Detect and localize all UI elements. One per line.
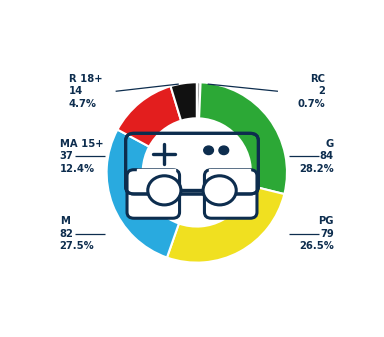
Wedge shape xyxy=(118,86,181,147)
Bar xyxy=(137,168,175,187)
Text: R 18+
14
4.7%: R 18+ 14 4.7% xyxy=(69,74,102,109)
Text: MA 15+
37
12.4%: MA 15+ 37 12.4% xyxy=(60,139,103,174)
Wedge shape xyxy=(107,129,179,257)
Text: M
82
27.5%: M 82 27.5% xyxy=(60,216,94,251)
Circle shape xyxy=(219,146,228,155)
Wedge shape xyxy=(170,82,197,121)
Circle shape xyxy=(204,146,214,155)
Wedge shape xyxy=(167,185,284,263)
Text: RC
2
0.7%: RC 2 0.7% xyxy=(297,74,325,109)
Wedge shape xyxy=(197,82,200,118)
Text: PG
79
26.5%: PG 79 26.5% xyxy=(299,216,334,251)
Circle shape xyxy=(148,176,181,205)
FancyBboxPatch shape xyxy=(204,170,257,218)
Text: G
84
28.2%: G 84 28.2% xyxy=(299,139,334,174)
Circle shape xyxy=(203,176,236,205)
Wedge shape xyxy=(199,82,287,194)
FancyBboxPatch shape xyxy=(127,170,180,218)
Bar xyxy=(209,168,250,187)
